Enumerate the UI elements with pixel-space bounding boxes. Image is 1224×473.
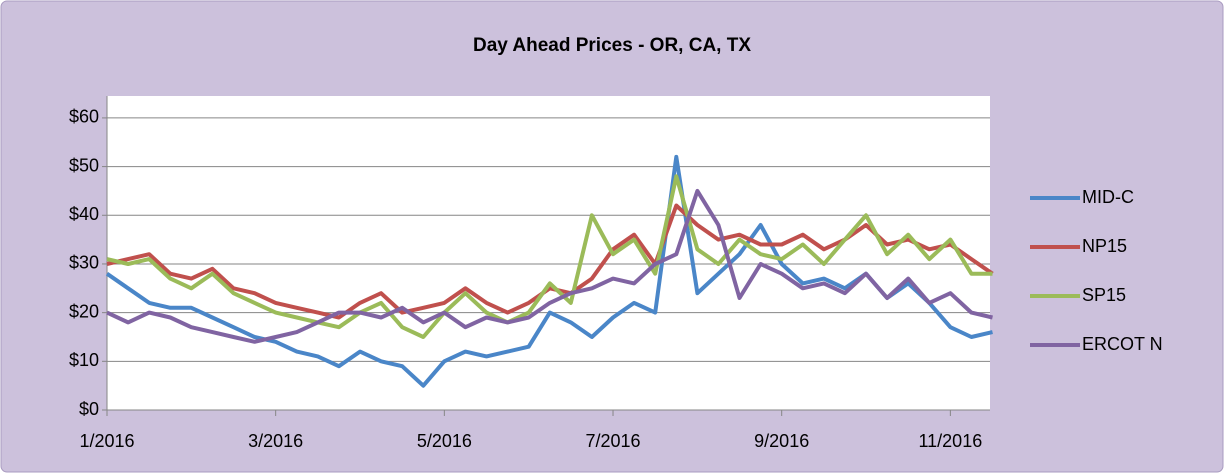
plot-area xyxy=(107,96,990,410)
y-tick-label: $60 xyxy=(69,107,99,127)
legend-label: NP15 xyxy=(1082,236,1127,256)
y-tick-label: $0 xyxy=(79,399,99,419)
x-tick-label: 1/2016 xyxy=(79,431,134,451)
x-tick-label: 5/2016 xyxy=(417,431,472,451)
chart-title: Day Ahead Prices - OR, CA, TX xyxy=(473,35,751,56)
legend-label: SP15 xyxy=(1082,285,1126,305)
x-tick-label: 7/2016 xyxy=(585,431,640,451)
y-tick-label: $10 xyxy=(69,350,99,370)
y-tick-label: $40 xyxy=(69,204,99,224)
series-line xyxy=(105,154,993,388)
x-tick-label: 9/2016 xyxy=(754,431,809,451)
legend-label: ERCOT N xyxy=(1082,334,1163,354)
legend-label: MID-C xyxy=(1082,187,1134,207)
y-tick-label: $50 xyxy=(69,155,99,175)
series-line xyxy=(106,188,993,344)
x-tick-label: 3/2016 xyxy=(248,431,303,451)
series-line xyxy=(106,174,993,339)
x-tick-label: 11/2016 xyxy=(918,431,982,451)
y-tick-label: $20 xyxy=(69,301,99,321)
y-tick-label: $30 xyxy=(69,253,99,273)
